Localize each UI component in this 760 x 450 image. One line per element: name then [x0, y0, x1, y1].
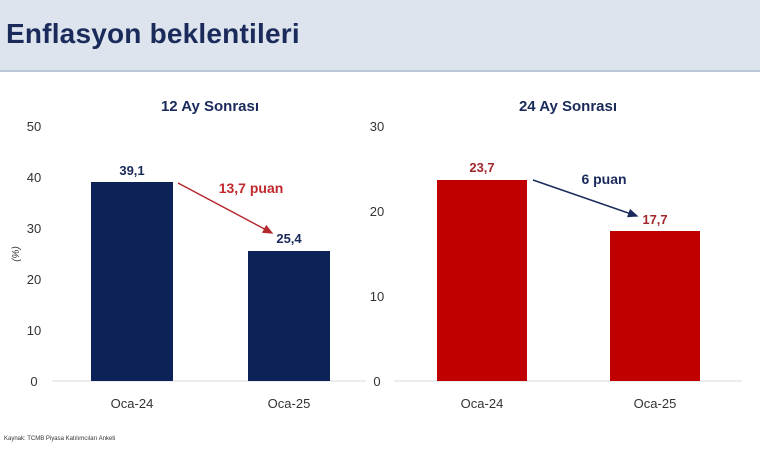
- bar-oca-25: [248, 251, 330, 381]
- chart-12-ay: 12 Ay Sonrası 0 10 20 30 40 50 (%) 39,1 …: [11, 98, 366, 411]
- chart-24-ay: 24 Ay Sonrası 0 10 20 30 23,7 17,7 6 pua…: [370, 98, 742, 411]
- y-tick: 20: [27, 272, 41, 287]
- header-band: Enflasyon beklentileri: [0, 0, 760, 72]
- y-tick: 0: [373, 374, 380, 389]
- y-axis-label: (%): [11, 246, 22, 262]
- chart-title: 24 Ay Sonrası: [519, 98, 617, 115]
- y-tick: 40: [27, 170, 41, 185]
- bar-oca-24: [437, 180, 527, 381]
- change-annotation: 13,7 puan: [219, 180, 284, 196]
- y-tick: 10: [27, 323, 41, 338]
- page-title: Enflasyon beklentileri: [6, 18, 300, 49]
- x-tick: Oca-25: [268, 396, 311, 411]
- x-tick: Oca-24: [111, 396, 154, 411]
- y-axis-ticks: 0 10 20 30 40 50: [27, 119, 41, 389]
- value-label: 17,7: [642, 212, 667, 227]
- y-tick: 20: [370, 204, 384, 219]
- value-label: 23,7: [469, 160, 494, 175]
- value-label: 39,1: [119, 163, 144, 178]
- bar-oca-25: [610, 231, 700, 381]
- chart-title: 12 Ay Sonrası: [161, 98, 259, 115]
- y-axis-ticks: 0 10 20 30: [370, 119, 384, 389]
- y-tick: 0: [30, 374, 37, 389]
- source-note: Kaynak: TCMB Piyasa Katılımcıları Anketi: [4, 436, 116, 442]
- y-tick: 50: [27, 119, 41, 134]
- x-tick: Oca-24: [461, 396, 504, 411]
- y-tick: 30: [370, 119, 384, 134]
- y-tick: 30: [27, 221, 41, 236]
- value-label: 25,4: [276, 231, 302, 246]
- change-arrow: [177, 182, 274, 234]
- change-arrow: [532, 179, 639, 218]
- change-annotation: 6 puan: [581, 171, 626, 187]
- x-tick: Oca-25: [634, 396, 677, 411]
- bar-oca-24: [91, 182, 173, 381]
- y-tick: 10: [370, 289, 384, 304]
